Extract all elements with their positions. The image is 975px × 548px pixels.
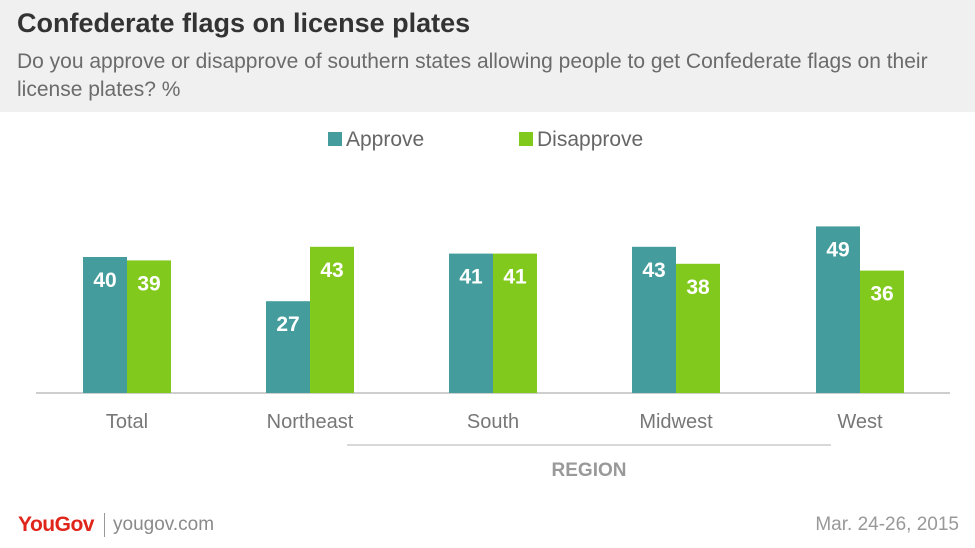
- legend-label-disapprove: Disapprove: [537, 128, 644, 151]
- bar-approve-west: [816, 226, 860, 393]
- bar-approve-northeast: [266, 301, 310, 393]
- bar-disapprove-south: [493, 253, 537, 393]
- yougov-logo: YouGov: [18, 513, 94, 536]
- data-label-approve-west: 49: [826, 238, 849, 261]
- chart-subtitle: Do you approve or disapprove of southern…: [17, 50, 928, 101]
- category-label-northeast: Northeast: [267, 411, 354, 433]
- category-label-midwest: Midwest: [639, 411, 713, 433]
- bar-disapprove-midwest: [676, 263, 720, 393]
- bar-disapprove-west: [860, 270, 904, 393]
- bar-approve-midwest: [632, 246, 676, 393]
- footer-date: Mar. 24-26, 2015: [815, 514, 959, 535]
- header-band: Confederate flags on license plates Do y…: [0, 0, 975, 112]
- bar-approve-south: [449, 253, 493, 393]
- category-label-south: South: [467, 411, 519, 433]
- footer-url[interactable]: yougov.com: [113, 514, 215, 535]
- category-label-total: Total: [106, 411, 148, 433]
- bar-disapprove-northeast: [310, 246, 354, 393]
- data-label-approve-total: 40: [93, 269, 116, 292]
- legend: Approve Disapprove: [0, 127, 975, 153]
- footer-divider: [104, 513, 105, 537]
- data-label-disapprove-northeast: 43: [320, 259, 343, 282]
- data-label-approve-northeast: 27: [276, 313, 299, 336]
- data-label-disapprove-west: 36: [870, 283, 893, 306]
- legend-swatch-approve: [328, 131, 342, 146]
- data-label-disapprove-midwest: 38: [686, 276, 710, 299]
- bar-approve-total: [83, 257, 127, 393]
- legend-label-approve: Approve: [346, 128, 425, 151]
- region-group-label: REGION: [552, 460, 627, 481]
- legend-item-disapprove: Disapprove: [519, 127, 643, 153]
- bar-disapprove-total: [127, 260, 171, 393]
- chart-title: Confederate flags on license plates: [17, 8, 471, 38]
- category-label-west: West: [837, 411, 883, 433]
- data-label-disapprove-total: 39: [137, 272, 160, 295]
- data-label-approve-midwest: 43: [642, 259, 665, 282]
- data-label-approve-south: 41: [459, 266, 483, 289]
- legend-swatch-disapprove: [519, 131, 533, 146]
- legend-item-approve: Approve: [328, 127, 424, 153]
- data-label-disapprove-south: 41: [503, 266, 527, 289]
